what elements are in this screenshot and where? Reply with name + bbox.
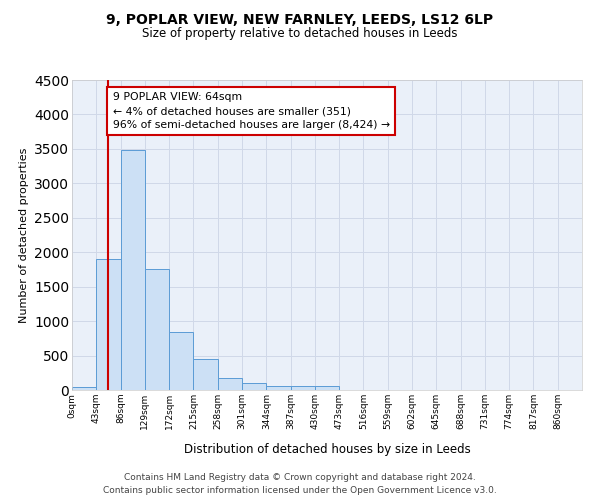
Bar [169,332,193,390]
Bar [121,150,145,390]
Text: Contains public sector information licensed under the Open Government Licence v3: Contains public sector information licen… [103,486,497,495]
Bar [218,378,242,390]
Text: 9 POPLAR VIEW: 64sqm
← 4% of detached houses are smaller (351)
96% of semi-detac: 9 POPLAR VIEW: 64sqm ← 4% of detached ho… [113,92,390,130]
Bar [193,359,218,390]
Bar [72,386,96,390]
Text: Contains HM Land Registry data © Crown copyright and database right 2024.: Contains HM Land Registry data © Crown c… [124,472,476,482]
Bar [96,259,121,390]
Text: Size of property relative to detached houses in Leeds: Size of property relative to detached ho… [142,28,458,40]
Bar [266,386,290,390]
Text: Distribution of detached houses by size in Leeds: Distribution of detached houses by size … [184,442,470,456]
Y-axis label: Number of detached properties: Number of detached properties [19,148,29,322]
Text: 9, POPLAR VIEW, NEW FARNLEY, LEEDS, LS12 6LP: 9, POPLAR VIEW, NEW FARNLEY, LEEDS, LS12… [106,12,494,26]
Bar [145,269,169,390]
Bar [290,386,315,390]
Bar [242,383,266,390]
Bar [315,386,339,390]
